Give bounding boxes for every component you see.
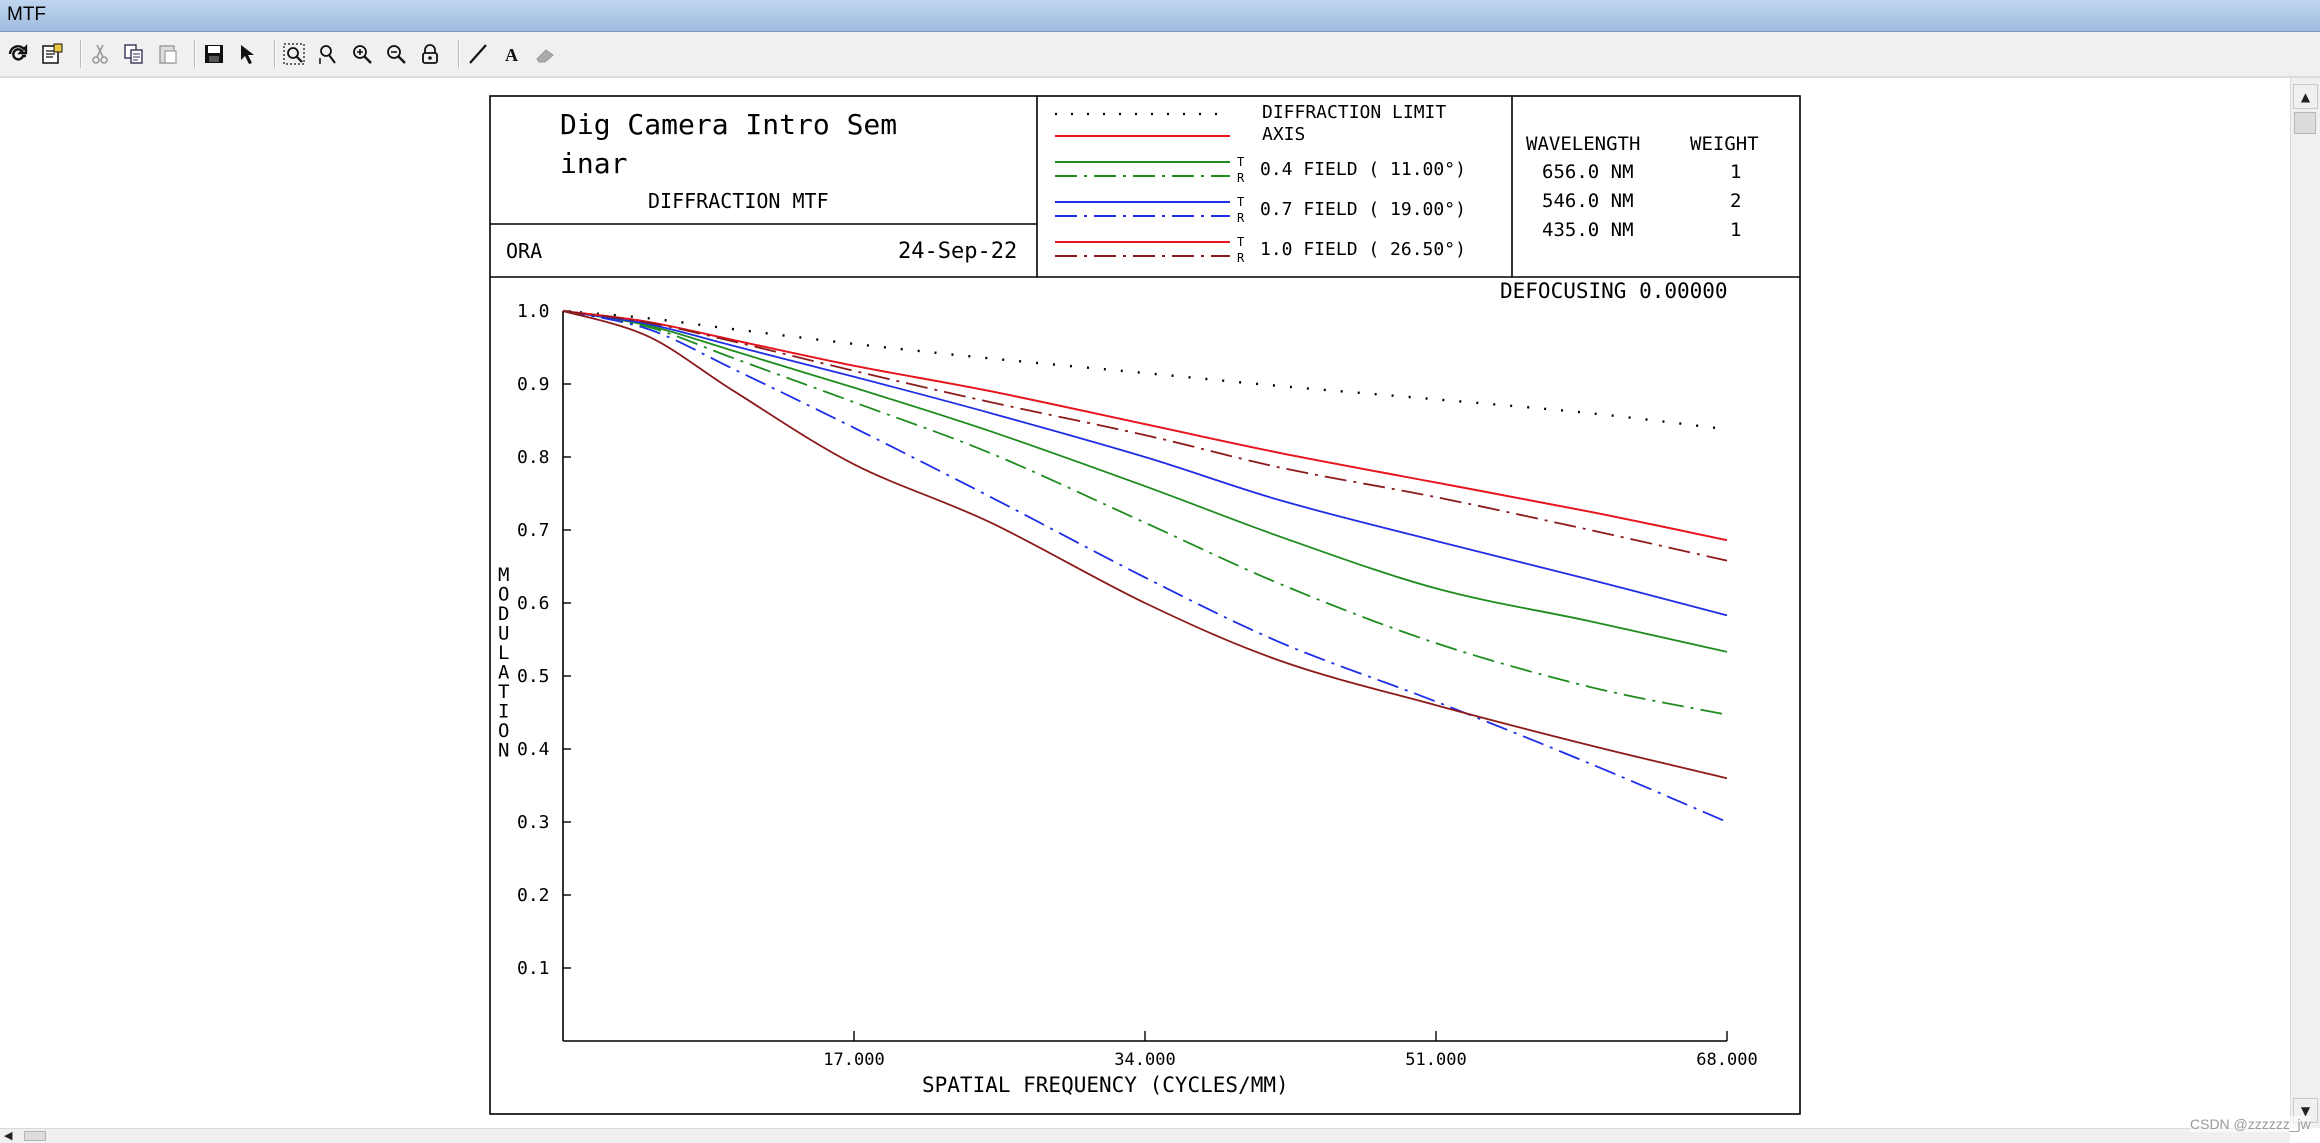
y-tick-label: 0.7 <box>517 520 550 541</box>
legend-r-07: R <box>1237 211 1245 225</box>
window-title: MTF <box>7 4 47 25</box>
defocus-value: DEFOCUSING 0.00000 <box>1500 279 1728 303</box>
series-line-1-0-field-t-sagittal-solid- <box>562 310 1728 780</box>
series-line-1-0-field-r <box>562 310 1728 562</box>
legend-label-axis: AXIS <box>1262 124 1305 145</box>
wavelength-row-2: 546.0 NM <box>1542 190 1634 212</box>
y-tick-label: 0.9 <box>517 374 550 395</box>
y-axis-label-letter: A <box>498 662 510 684</box>
lock-icon[interactable] <box>416 40 444 68</box>
weight-row-2: 2 <box>1730 190 1741 212</box>
y-axis-label-letter: D <box>498 603 509 625</box>
scroll-up-button[interactable]: ▲ <box>2293 84 2318 109</box>
cut-icon[interactable] <box>86 40 114 68</box>
y-axis-label-letter: I <box>498 701 509 723</box>
series-line-0-7-field-r <box>562 310 1728 823</box>
scroll-thumb[interactable] <box>2294 112 2316 134</box>
save-icon[interactable] <box>200 40 228 68</box>
weight-row-3: 1 <box>1730 219 1741 241</box>
series-line-0-7-field-t <box>562 310 1728 617</box>
series-line-1-0-field-t <box>562 310 1728 542</box>
company-label: ORA <box>506 239 542 263</box>
horizontal-scroll-thumb[interactable] <box>24 1131 46 1141</box>
line-icon[interactable] <box>464 40 492 68</box>
legend-label-07: 0.7 FIELD ( 19.00°) <box>1260 199 1466 220</box>
y-axis-label-letter: T <box>498 681 509 703</box>
series-group <box>562 309 1728 823</box>
y-axis-label-letter: N <box>498 740 509 762</box>
series-line-0-4-field-r <box>562 310 1728 716</box>
legend-label-04: 0.4 FIELD ( 11.00°) <box>1260 159 1466 180</box>
x-tick-label: 68.000 <box>1696 1050 1757 1070</box>
y-axis-label-letter: O <box>498 584 509 606</box>
y-tick-label: 0.2 <box>517 885 550 906</box>
legend-t-07: T <box>1237 195 1244 209</box>
eraser-icon[interactable] <box>532 40 560 68</box>
legend-label-diffraction: DIFFRACTION LIMIT <box>1262 102 1446 123</box>
wavelength-header: WAVELENGTH <box>1526 133 1640 155</box>
wavelength-row-1: 656.0 NM <box>1542 161 1634 183</box>
zoom-cursor-icon[interactable] <box>314 40 342 68</box>
report-date: 24-Sep-22 <box>898 239 1017 264</box>
zoom-window-icon[interactable] <box>280 40 308 68</box>
y-tick-label: 0.4 <box>517 739 550 760</box>
watermark: CSDN @zzzzzz_jw <box>2190 1116 2311 1132</box>
x-tick-label: 34.000 <box>1114 1050 1175 1070</box>
y-tick-label: 1.0 <box>517 301 550 322</box>
zoom-out-icon[interactable] <box>382 40 410 68</box>
y-tick-group: 1.0 0.9 0.8 0.7 0.6 0.5 0.4 0.3 0.2 0.1 <box>517 301 571 979</box>
vertical-scrollbar[interactable]: ▲ ▼ <box>2290 78 2320 1128</box>
text-icon[interactable]: A <box>498 40 526 68</box>
y-axis-label-letter: U <box>498 623 509 645</box>
y-axis-label-letter: M <box>498 564 509 586</box>
refresh-icon[interactable] <box>4 40 32 68</box>
y-axis-label-letter: L <box>498 642 509 664</box>
report-title-line2: inar <box>560 147 627 180</box>
x-tick-label: 17.000 <box>823 1050 884 1070</box>
window-titlebar: MTF <box>0 0 2320 32</box>
settings-icon[interactable] <box>38 40 66 68</box>
paste-icon[interactable] <box>154 40 182 68</box>
legend-t-04: T <box>1237 155 1244 169</box>
weight-header: WEIGHT <box>1690 133 1759 155</box>
report-title-line1: Dig Camera Intro Sem <box>560 108 897 141</box>
copy-icon[interactable] <box>120 40 148 68</box>
legend-t-10: T <box>1237 235 1244 249</box>
zoom-in-icon[interactable] <box>348 40 376 68</box>
wavelength-row-3: 435.0 NM <box>1542 219 1634 241</box>
legend-r-04: R <box>1237 171 1245 185</box>
legend: DIFFRACTION LIMIT AXIS T R 0.4 FIELD ( 1… <box>1055 102 1466 265</box>
weight-row-1: 1 <box>1730 161 1741 183</box>
report-frame <box>489 95 1801 1115</box>
y-tick-label: 0.8 <box>517 447 550 468</box>
series-line-0-4-field-t <box>562 310 1728 653</box>
y-tick-label: 0.1 <box>517 958 550 979</box>
series-line-axis <box>562 310 1728 542</box>
x-axis-label: SPATIAL FREQUENCY (CYCLES/MM) <box>922 1073 1289 1097</box>
pointer-icon[interactable] <box>234 40 262 68</box>
toolbar: A <box>0 32 2320 77</box>
legend-label-10: 1.0 FIELD ( 26.50°) <box>1260 239 1466 260</box>
x-tick-label: 51.000 <box>1405 1050 1466 1070</box>
x-tick-group: 17.000 34.000 51.000 68.000 <box>823 1031 1758 1070</box>
svg-text:A: A <box>505 45 518 65</box>
y-tick-label: 0.5 <box>517 666 550 687</box>
y-tick-label: 0.6 <box>517 593 550 614</box>
plot-canvas: Dig Camera Intro Sem inar DIFFRACTION MT… <box>0 78 2290 1128</box>
legend-r-10: R <box>1237 251 1245 265</box>
report-subtitle: DIFFRACTION MTF <box>648 189 829 213</box>
scroll-left-button[interactable]: ◀ <box>4 1129 13 1142</box>
horizontal-scrollbar[interactable]: ◀ <box>0 1128 2290 1143</box>
y-axis-label-letter: O <box>498 720 509 742</box>
y-tick-label: 0.3 <box>517 812 550 833</box>
mtf-chart: Dig Camera Intro Sem inar DIFFRACTION MT… <box>489 95 1801 1115</box>
